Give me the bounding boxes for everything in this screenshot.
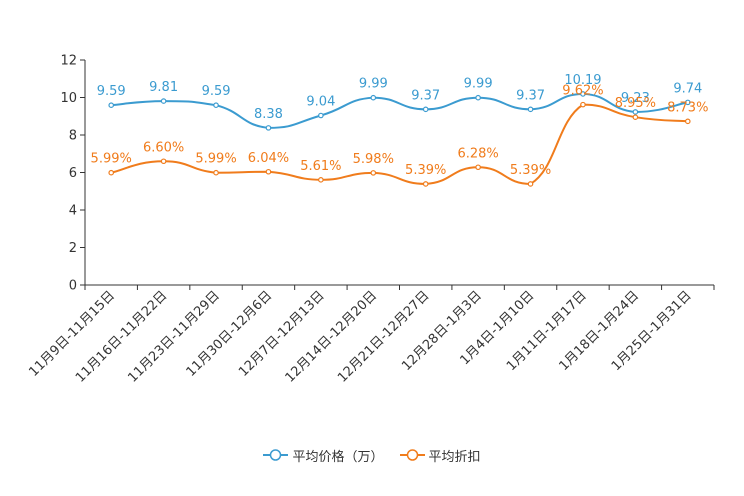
- data-point-avg-price: [108, 102, 115, 108]
- data-label-avg-price: 9.99: [464, 77, 493, 92]
- data-point-avg-price: [318, 112, 324, 119]
- data-label-avg-discount: 8.73%: [667, 100, 708, 115]
- data-point-avg-discount: [108, 169, 115, 176]
- data-point-avg-discount: [580, 101, 586, 108]
- y-tick-label: 2: [69, 241, 77, 256]
- data-label-avg-discount: 6.28%: [457, 146, 498, 161]
- data-point-avg-discount: [213, 169, 219, 176]
- data-label-avg-price: 9.81: [149, 80, 178, 95]
- x-tick-label: 11月16日-11月22日: [73, 288, 170, 385]
- y-axis: 0 2 4 6 8 10 12: [60, 54, 86, 294]
- data-label-avg-price: 9.74: [673, 81, 702, 96]
- data-label-avg-discount: 5.61%: [300, 159, 341, 174]
- data-label-avg-price: 9.59: [97, 84, 126, 99]
- data-label-avg-discount: 6.04%: [248, 151, 289, 166]
- y-tick-label: 12: [60, 54, 77, 69]
- x-axis: 11月9日-11月15日11月16日-11月22日11月23日-11月29日11…: [26, 284, 715, 386]
- data-label-avg-price: 9.99: [359, 77, 388, 92]
- data-point-avg-price: [370, 94, 377, 101]
- legend-line-circle-icon: [263, 449, 289, 461]
- data-point-avg-discount: [632, 114, 639, 120]
- legend-line-circle-icon: [399, 449, 425, 461]
- data-point-avg-price: [632, 109, 639, 115]
- x-tick-label: 12月21日-12月27日: [335, 288, 432, 385]
- y-tick-label: 8: [69, 129, 77, 144]
- data-point-avg-price: [580, 91, 586, 97]
- y-tick-label: 4: [69, 204, 77, 219]
- data-point-avg-price: [213, 102, 219, 108]
- data-label-avg-discount: 9.62%: [562, 84, 603, 99]
- data-point-avg-discount: [160, 158, 167, 165]
- y-tick-label: 0: [69, 279, 77, 294]
- data-label-avg-discount: 5.99%: [195, 152, 236, 167]
- data-label-avg-discount: 5.39%: [510, 163, 551, 178]
- data-point-avg-price: [684, 99, 691, 106]
- series-line-avg-price: [110, 92, 689, 129]
- data-label-avg-price: 9.37: [516, 88, 545, 103]
- legend-label-avg-discount: 平均折扣: [428, 449, 481, 465]
- data-label-avg-discount: 5.98%: [353, 152, 394, 167]
- data-label-avg-discount: 8.95%: [615, 96, 656, 111]
- data-label-avg-price: 10.19: [564, 73, 601, 88]
- y-tick-label: 10: [60, 91, 77, 106]
- data-point-avg-discount: [318, 177, 324, 183]
- data-point-avg-discount: [684, 118, 691, 125]
- data-point-avg-price: [265, 125, 272, 131]
- y-tick-label: 6: [69, 166, 77, 181]
- legend-item-avg-price[interactable]: 平均价格（万）: [263, 446, 384, 465]
- data-point-avg-discount: [422, 181, 429, 187]
- x-tick-label: 11月23日-11月29日: [125, 288, 222, 385]
- legend-label-avg-price: 平均价格（万）: [292, 449, 384, 465]
- series-line-avg-discount: [110, 103, 689, 185]
- data-label-avg-price: 9.23: [621, 91, 650, 106]
- data-label-avg-price: 9.37: [411, 88, 440, 103]
- data-label-avg-price: 9.59: [202, 84, 231, 99]
- data-label-avg-price: 9.04: [306, 95, 335, 110]
- x-tick-label: 12月14日-12月20日: [283, 288, 380, 385]
- legend-item-avg-discount[interactable]: 平均折扣: [399, 446, 481, 465]
- data-point-avg-discount: [265, 168, 272, 175]
- data-label-avg-discount: 5.99%: [91, 152, 132, 167]
- data-point-avg-discount: [475, 164, 481, 171]
- legend: 平均价格（万） 平均折扣: [0, 445, 744, 465]
- data-point-avg-discount: [370, 170, 377, 176]
- series-labels: 9.59 9.81 9.59 8.38 9.04 9.99 9.37 9.99 9.37 10.1…: [91, 73, 709, 178]
- series-points: [108, 91, 691, 187]
- data-point-avg-price: [160, 98, 167, 104]
- data-point-avg-price: [527, 106, 534, 113]
- data-point-avg-discount: [527, 181, 534, 187]
- data-label-avg-discount: 5.39%: [405, 163, 446, 178]
- data-point-avg-price: [422, 106, 429, 113]
- series-lines: [110, 92, 689, 185]
- data-label-avg-price: 8.38: [254, 107, 283, 122]
- data-label-avg-discount: 6.60%: [143, 140, 184, 155]
- data-point-avg-price: [475, 94, 481, 101]
- x-tick-label: 11月9日-11月15日: [26, 288, 118, 380]
